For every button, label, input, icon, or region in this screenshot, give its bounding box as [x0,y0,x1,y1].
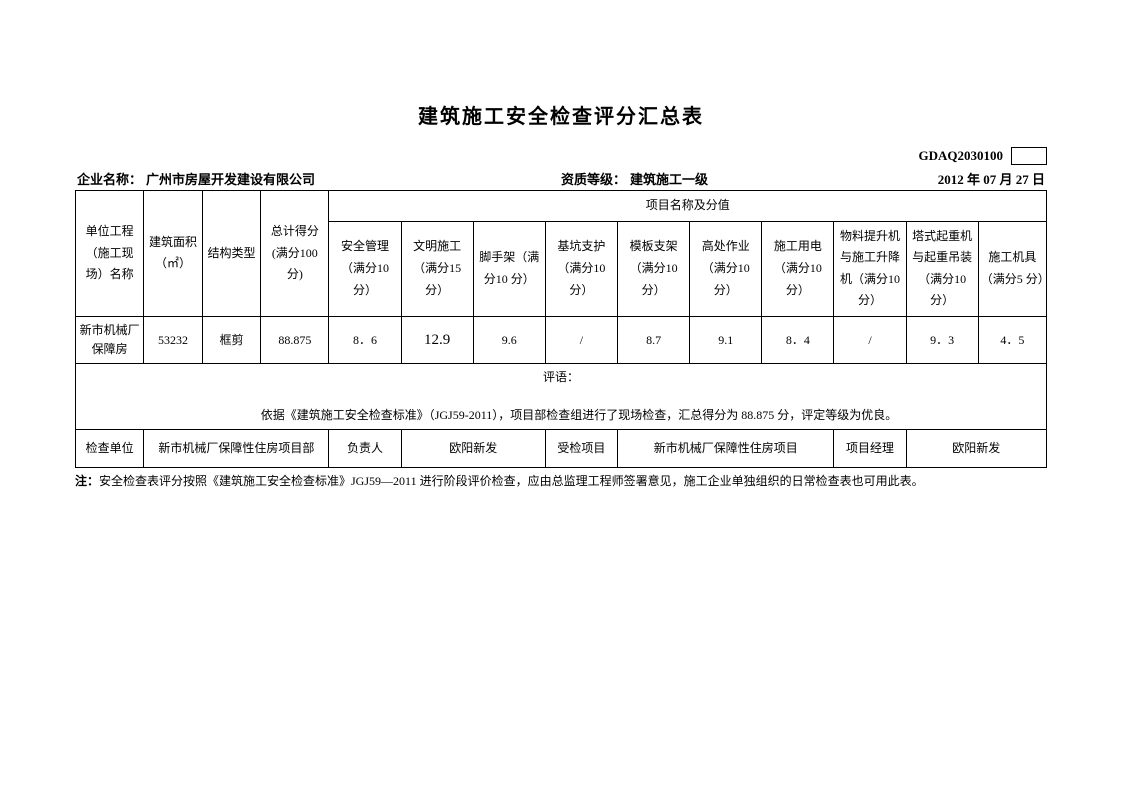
col-structure: 结构类型 [202,191,260,317]
col-s5: 模板支架（满分10 分） [618,221,690,316]
cell-v3: 9.6 [473,316,545,363]
header-row: 企业名称： 广州市房屋开发建设有限公司 资质等级： 建筑施工一级 2012 年 … [75,169,1047,188]
note-label: 注： [75,474,99,488]
comment-cell: 评语： 依据《建筑施工安全检查标准》（JGJ59-2011），项目部检查组进行了… [76,364,1047,429]
cell-total: 88.875 [261,316,329,363]
footnote: 注：安全检查表评分按照《建筑施工安全检查标准》JGJ59—2011 进行阶段评价… [75,472,1047,491]
qual-label: 资质等级： [561,169,626,188]
comment-row: 评语： 依据《建筑施工安全检查标准》（JGJ59-2011），项目部检查组进行了… [76,364,1047,429]
col-s3: 脚手架（满分10 分） [473,221,545,316]
footer-f3-label: 受检项目 [545,429,617,467]
col-s6: 高处作业（满分10 分） [690,221,762,316]
col-group: 项目名称及分值 [329,191,1047,222]
cell-structure: 框剪 [202,316,260,363]
company-value: 广州市房屋开发建设有限公司 [146,169,315,188]
col-s4: 基坑支护（满分10 分） [545,221,617,316]
col-s2: 文明施工（满分15 分） [401,221,473,316]
col-total: 总计得分(满分100 分) [261,191,329,317]
cell-v1: 8．6 [329,316,401,363]
table-header-row-1: 单位工程（施工现场）名称 建筑面积（㎡） 结构类型 总计得分(满分100 分) … [76,191,1047,222]
cell-v6: 9.1 [690,316,762,363]
footer-f2-label: 负责人 [329,429,401,467]
qual-value: 建筑施工一级 [630,169,708,188]
comment-label: 评语： [78,368,1044,387]
footer-f2-value: 欧阳新发 [401,429,545,467]
footer-f1-value: 新市机械厂保障性住房项目部 [144,429,329,467]
col-s8: 物料提升机与施工升降机（满分10 分） [834,221,906,316]
date-value: 2012 年 07 月 27 日 [938,169,1045,188]
table-data-row: 新市机械厂保障房 53232 框剪 88.875 8．6 12.9 9.6 / … [76,316,1047,363]
footer-f4-value: 欧阳新发 [906,429,1046,467]
note-text: 安全检查表评分按照《建筑施工安全检查标准》JGJ59—2011 进行阶段评价检查… [99,474,924,488]
cell-v8: / [834,316,906,363]
footer-f4-label: 项目经理 [834,429,906,467]
cell-name: 新市机械厂保障房 [76,316,144,363]
col-area: 建筑面积（㎡） [144,191,202,317]
col-s7: 施工用电（满分10 分） [762,221,834,316]
cell-area: 53232 [144,316,202,363]
col-s1: 安全管理（满分10 分） [329,221,401,316]
doc-code-row: GDAQ2030100 [75,147,1047,165]
main-table: 单位工程（施工现场）名称 建筑面积（㎡） 结构类型 总计得分(满分100 分) … [75,190,1047,468]
doc-code: GDAQ2030100 [919,148,1004,164]
col-project-name: 单位工程（施工现场）名称 [76,191,144,317]
cell-v7: 8．4 [762,316,834,363]
company-label: 企业名称： [77,169,142,188]
code-box [1011,147,1047,165]
document-title: 建筑施工安全检查评分汇总表 [75,100,1047,129]
col-s10: 施工机具（满分5 分） [978,221,1046,316]
cell-v10: 4．5 [978,316,1046,363]
footer-f3-value: 新市机械厂保障性住房项目 [618,429,834,467]
cell-v2: 12.9 [401,316,473,363]
comment-body: 依据《建筑施工安全检查标准》（JGJ59-2011），项目部检查组进行了现场检查… [78,406,1044,425]
footer-row: 检查单位 新市机械厂保障性住房项目部 负责人 欧阳新发 受检项目 新市机械厂保障… [76,429,1047,467]
footer-f1-label: 检查单位 [76,429,144,467]
cell-v4: / [545,316,617,363]
col-s9: 塔式起重机与起重吊装（满分10 分） [906,221,978,316]
cell-v9: 9．3 [906,316,978,363]
cell-v5: 8.7 [618,316,690,363]
